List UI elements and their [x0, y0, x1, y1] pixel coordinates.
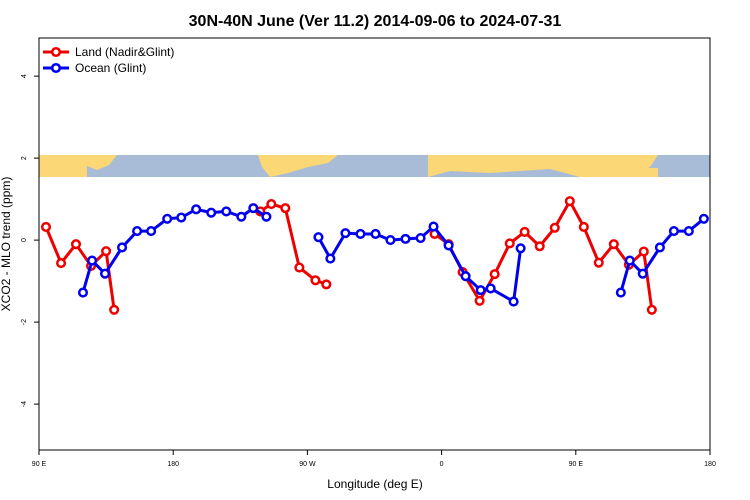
x-axis-label: Longitude (deg E) [327, 477, 422, 491]
point [109, 304, 120, 315]
point [162, 213, 173, 224]
point [698, 213, 709, 224]
legend-marker [50, 46, 62, 58]
point [355, 228, 366, 240]
chart-title: 30N-40N June (Ver 11.2) 2014-09-06 to 20… [189, 13, 562, 30]
point [206, 207, 217, 218]
point [654, 242, 665, 253]
point [340, 228, 351, 239]
x-tick-label: 0 [440, 461, 444, 468]
point [475, 285, 486, 296]
point [146, 226, 157, 237]
point [191, 204, 202, 215]
point [117, 242, 128, 253]
point [70, 239, 82, 250]
point [593, 257, 604, 268]
point [615, 287, 626, 298]
point [310, 275, 321, 286]
point [578, 221, 589, 233]
y-tick-label: 4 [21, 74, 28, 78]
point [325, 253, 336, 264]
point [489, 269, 500, 280]
legend-label: Ocean (Glint) [75, 61, 146, 75]
y-tick-label: -2 [21, 319, 28, 325]
point [637, 268, 648, 279]
point [683, 226, 694, 237]
point [132, 226, 143, 237]
point [321, 279, 332, 290]
point [248, 203, 259, 214]
point [280, 203, 291, 214]
x-tick-label: 90 E [32, 461, 47, 468]
point [294, 262, 305, 273]
series-line [81, 206, 705, 304]
point [668, 226, 679, 237]
legend-label: Land (Nadir&Glint) [75, 45, 174, 59]
point [56, 258, 67, 269]
x-tick-label: 180 [704, 461, 716, 468]
series-line [44, 199, 654, 311]
x-tick-label: 90 E [569, 461, 584, 468]
point [236, 211, 247, 222]
point [646, 304, 657, 315]
point [460, 271, 471, 282]
legend-marker [50, 62, 62, 74]
point [508, 296, 519, 307]
point [101, 246, 112, 257]
point [370, 228, 381, 240]
point [608, 239, 619, 250]
point [313, 232, 324, 243]
point [221, 206, 232, 217]
point [428, 221, 439, 232]
point [485, 283, 496, 294]
point [400, 233, 411, 244]
point [549, 222, 560, 233]
point [638, 246, 649, 257]
point [474, 295, 485, 306]
point [519, 226, 530, 237]
point [266, 198, 277, 210]
point [564, 196, 575, 207]
y-axis-label: XCO2 - MLO trend (ppm) [0, 177, 13, 312]
point [261, 211, 272, 222]
y-tick-label: 2 [21, 156, 28, 160]
point [443, 240, 454, 251]
point [77, 287, 89, 298]
point [534, 241, 545, 252]
y-tick-label: -4 [21, 401, 28, 407]
map-strip [39, 155, 710, 177]
point [504, 238, 515, 249]
point [515, 243, 526, 254]
point [176, 212, 187, 223]
y-tick-label: 0 [21, 238, 28, 242]
point [100, 268, 111, 279]
plot-frame [38, 37, 711, 451]
point [415, 233, 426, 244]
point [87, 255, 98, 266]
point [40, 221, 52, 233]
point [385, 235, 396, 246]
point [624, 255, 635, 266]
x-tick-label: 90 W [299, 461, 316, 468]
x-tick-label: 180 [167, 461, 179, 468]
